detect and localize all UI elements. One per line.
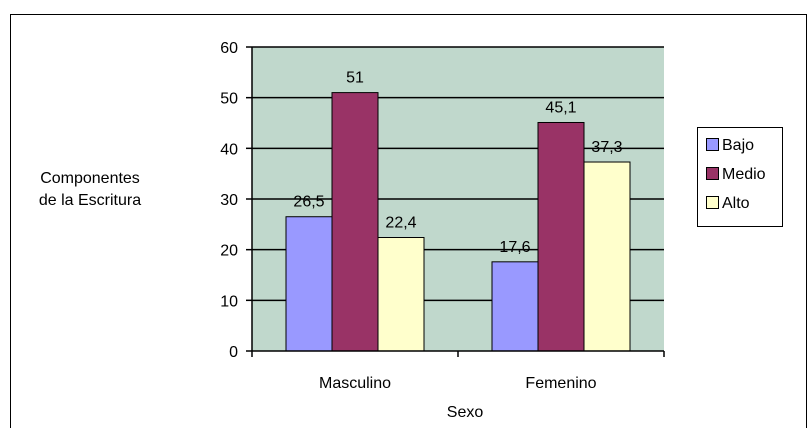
bar-alto-masculino: [377, 237, 425, 352]
bar-medio-masculino: [331, 92, 379, 352]
y-tick-label: 0: [229, 344, 238, 361]
legend-label-medio: Medio: [722, 166, 766, 183]
bar-medio-femenino: [537, 121, 585, 352]
y-tick-label: 50: [220, 91, 238, 108]
data-label: 37,3: [591, 139, 622, 156]
tick-labels: 0 10 20 30 40 50 60 Masculino Femenino: [220, 40, 596, 392]
data-label: 45,1: [545, 99, 576, 116]
bar-alto-femenino: [583, 161, 631, 352]
data-labels: 26,5 51 22,4 17,6 45,1 37,3: [293, 70, 622, 256]
legend-swatch-alto: [706, 196, 719, 210]
y-tick-label: 30: [220, 192, 238, 209]
bars: [285, 92, 631, 352]
data-label: 22,4: [385, 215, 416, 232]
y-tick-label: 10: [220, 293, 238, 310]
x-tick-label: Femenino: [525, 375, 596, 392]
x-axis-title: Sexo: [447, 404, 484, 421]
legend-item-alto: Alto: [706, 194, 750, 214]
legend-swatch-bajo: [706, 138, 719, 152]
data-label: 51: [346, 70, 364, 87]
legend-item-medio: Medio: [706, 165, 766, 185]
y-tick-label: 60: [220, 40, 238, 57]
legend: Bajo Medio Alto: [697, 127, 783, 227]
data-label: 17,6: [499, 239, 530, 256]
legend-item-bajo: Bajo: [706, 136, 754, 156]
bar-bajo-femenino: [491, 261, 539, 352]
legend-label-alto: Alto: [722, 195, 750, 212]
bar-bajo-masculino: [285, 216, 333, 352]
y-axis-title-line-2: de la Escritura: [38, 192, 142, 209]
y-tick-label: 20: [220, 243, 238, 260]
y-tick-label: 40: [220, 141, 238, 158]
legend-label-bajo: Bajo: [722, 137, 755, 154]
legend-swatch-medio: [706, 167, 719, 181]
x-tick-label: Masculino: [319, 375, 391, 392]
y-axis-title: Componentes de la Escritura: [20, 168, 160, 212]
y-axis-title-line-1: Componentes: [40, 170, 140, 187]
data-label: 26,5: [293, 194, 324, 211]
